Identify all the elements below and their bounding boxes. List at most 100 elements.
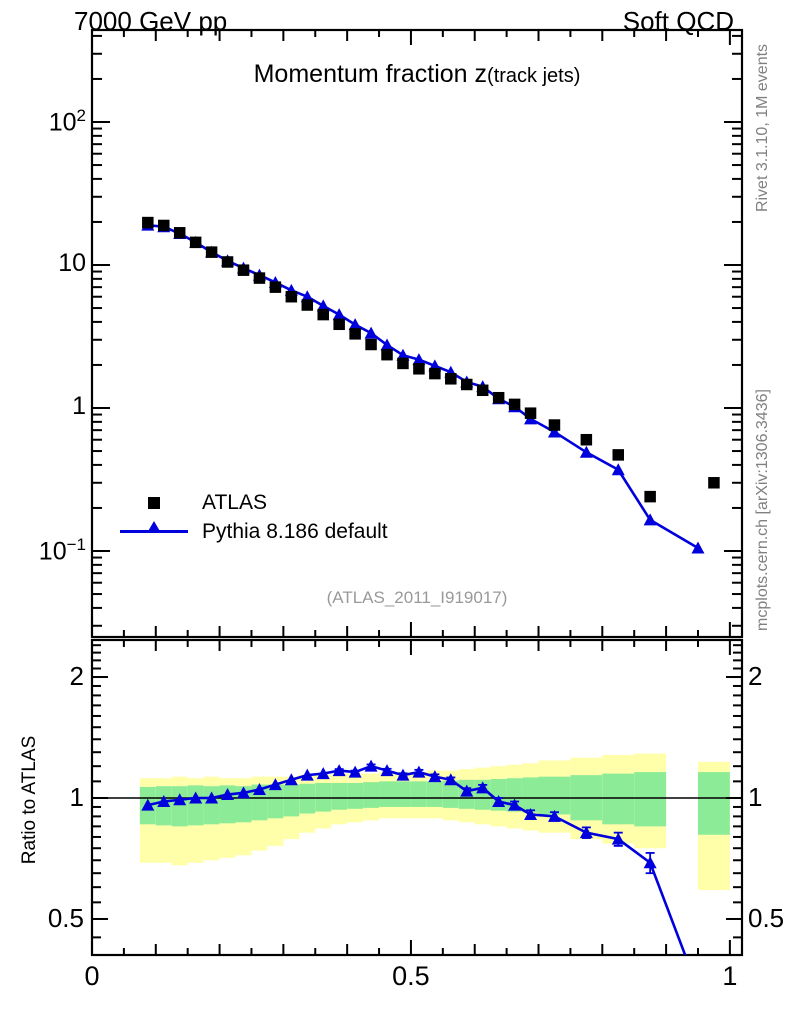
green-band-bin — [171, 786, 188, 827]
pythia-point — [364, 326, 378, 339]
green-band-bin — [379, 781, 395, 807]
legend-entry-pythia: Pythia 8.186 default — [120, 517, 388, 546]
pythia-point — [300, 290, 314, 303]
ratio-point — [236, 786, 250, 799]
green-band-bin — [203, 786, 220, 825]
atlas-point — [365, 338, 377, 351]
pythia-point — [643, 513, 657, 526]
green-band-bin — [538, 776, 571, 815]
main-y-tick-label: 10 — [58, 249, 86, 277]
atlas-point — [269, 281, 282, 293]
pythia-point — [412, 353, 426, 366]
pythia-point — [547, 425, 561, 438]
legend-entry-atlas: ATLAS — [120, 488, 388, 517]
pythia-line-triangle-icon — [120, 521, 188, 533]
ratio-point — [284, 773, 298, 786]
ratio-point — [492, 795, 506, 808]
ratio-y-tick-label-right: 0.5 — [748, 902, 785, 933]
green-band-bin — [331, 782, 348, 810]
green-band-bin — [602, 773, 635, 825]
ratio-point — [579, 826, 593, 839]
plot-title-paren: (track jets) — [487, 65, 581, 87]
green-band-bin — [442, 780, 459, 808]
atlas-point — [349, 328, 361, 340]
atlas-point — [413, 363, 425, 375]
plot-title-main: Momentum fraction z — [253, 60, 488, 88]
ratio-point — [508, 798, 522, 811]
ratio-point — [380, 764, 394, 777]
green-band-bin — [283, 784, 300, 817]
pythia-point — [380, 338, 394, 351]
main-y-tick-label: 102 — [48, 106, 86, 137]
ratio-point — [428, 770, 442, 783]
green-band-bin — [267, 784, 284, 819]
ratio-point — [444, 773, 458, 786]
ratio-point — [611, 832, 625, 845]
green-band-bin — [522, 777, 539, 813]
axis-ticks — [91, 30, 742, 955]
green-band-bin — [187, 785, 204, 826]
atlas-point — [142, 216, 154, 229]
ratio-point — [332, 764, 346, 777]
legend-label-atlas: ATLAS — [202, 490, 267, 514]
pythia-point — [348, 318, 362, 331]
plot-title: Momentum fraction z(track jets) — [92, 60, 742, 89]
atlas-point — [508, 398, 521, 411]
ratio-point — [173, 793, 187, 806]
ratio-point — [643, 856, 657, 869]
green-band-bin — [697, 772, 730, 835]
atlas-point — [445, 373, 457, 385]
ratio-y-tick-label-left: 2 — [69, 661, 84, 692]
legend: ATLAS Pythia 8.186 default — [120, 488, 388, 546]
pythia-point — [316, 299, 330, 312]
main-series — [141, 216, 720, 554]
atlas-point — [708, 477, 720, 489]
atlas-point — [580, 433, 593, 446]
atlas-point — [381, 348, 393, 361]
atlas-point — [476, 384, 489, 397]
pythia-point — [691, 541, 705, 554]
atlas-point — [221, 256, 234, 268]
green-band-bin — [363, 782, 380, 808]
ratio-point — [157, 795, 171, 808]
main-panel-frame — [90, 28, 744, 639]
ratio-point — [396, 768, 410, 781]
x-tick-label: 0.5 — [392, 961, 430, 991]
x-tick-label: 1 — [722, 961, 738, 991]
atlas-point — [644, 490, 656, 503]
atlas-point — [461, 378, 473, 391]
atlas-point — [158, 219, 170, 232]
green-band-bin — [347, 782, 364, 809]
atlas-point — [189, 236, 202, 249]
ratio-point — [252, 782, 266, 795]
green-band-bin — [474, 779, 491, 810]
ratio-y-tick-label-left: 1 — [69, 782, 84, 812]
mcplots-arxiv-note: mcplots.cern.ch [arXiv:1306.3436] — [754, 389, 771, 631]
ratio-point — [476, 781, 490, 794]
atlas-point — [253, 272, 266, 284]
green-band-bin — [410, 781, 427, 807]
ratio-series — [141, 759, 687, 955]
ratio-point — [189, 791, 203, 804]
ratio-point — [460, 784, 474, 797]
ratio-point — [412, 765, 426, 778]
ratio-point — [524, 807, 538, 820]
ratio-y-tick-label-right: 1 — [748, 782, 763, 812]
ratio-point — [268, 778, 282, 791]
atlas-point — [173, 227, 186, 239]
x-tick-label: 0 — [84, 961, 100, 991]
ratio-point — [205, 791, 219, 804]
pythia-point — [611, 463, 625, 476]
ratio-y-tick-label-right: 2 — [748, 661, 763, 692]
analysis-id-watermark: (ATLAS_2011_I919017) — [326, 588, 508, 607]
ratio-point — [348, 765, 362, 778]
legend-label-pythia: Pythia 8.186 default — [202, 519, 388, 543]
pythia-point — [579, 445, 593, 458]
green-band-bin — [634, 772, 667, 827]
atlas-point — [429, 367, 441, 380]
ratio-point — [316, 767, 330, 780]
atlas-point — [492, 391, 505, 404]
ratio-y-tick-label-left: 0.5 — [47, 902, 84, 933]
